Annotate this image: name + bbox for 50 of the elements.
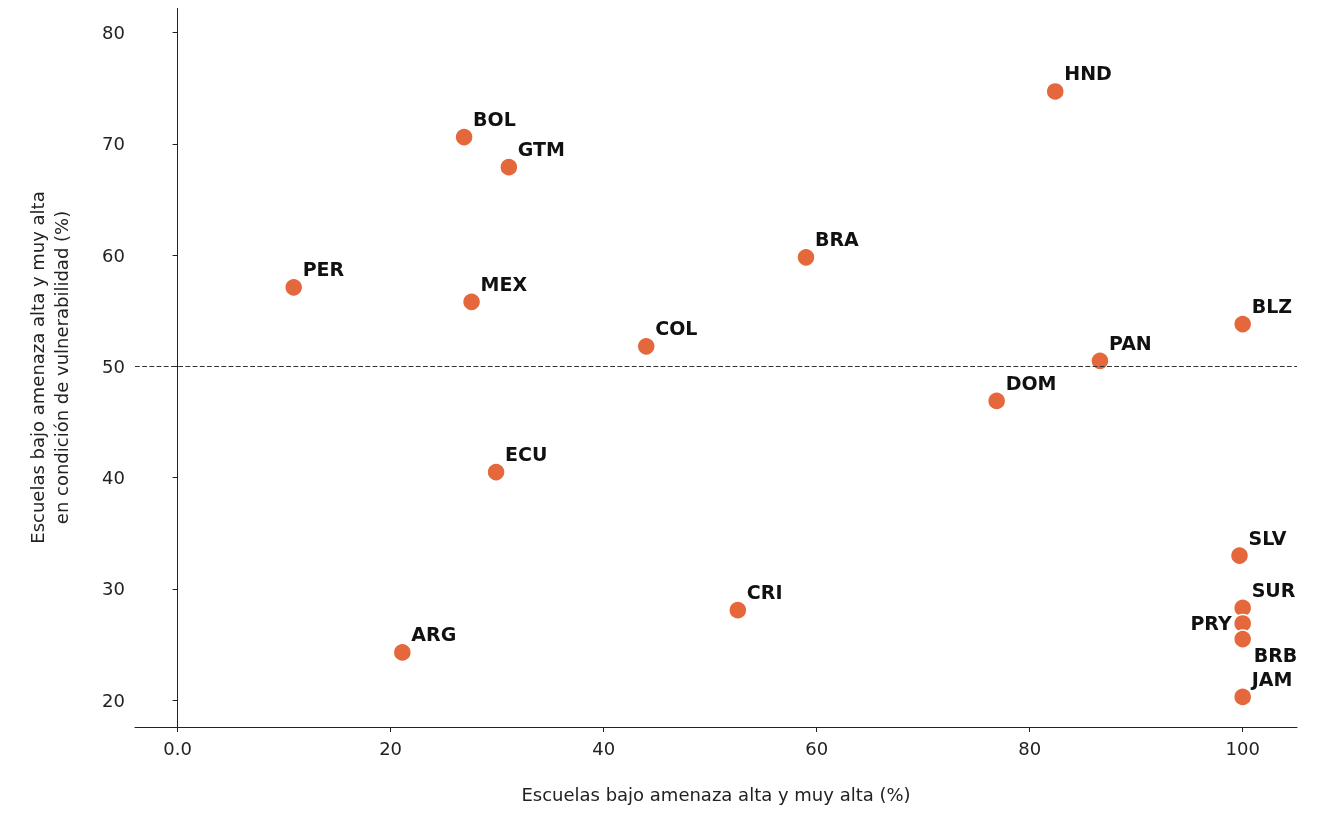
x-tick-label: 80 bbox=[1018, 737, 1042, 759]
x-axis-title: Escuelas bajo amenaza alta y muy alta (%) bbox=[521, 783, 911, 805]
annotation: BOL bbox=[473, 108, 516, 131]
annotation: HND bbox=[1064, 62, 1112, 85]
point bbox=[1090, 351, 1110, 371]
annotation: BRB bbox=[1253, 644, 1298, 667]
annotation: PRY bbox=[1190, 612, 1232, 635]
annotation: GTM bbox=[517, 138, 565, 161]
annotation: BLZ bbox=[1251, 295, 1293, 318]
point bbox=[796, 247, 816, 268]
annotation: DOM bbox=[1005, 371, 1057, 394]
point bbox=[461, 292, 482, 312]
point bbox=[392, 642, 413, 663]
y-tick-label: 20 bbox=[102, 689, 125, 711]
annotation: ARG bbox=[411, 623, 457, 646]
annotation: ECU bbox=[505, 443, 548, 466]
y-axis-title: Escuelas bajo amenaza alta y muy alta en condición de vulnerabilidad (%) bbox=[26, 191, 72, 544]
point bbox=[454, 127, 474, 147]
point bbox=[728, 600, 748, 620]
point bbox=[283, 277, 304, 298]
y-tick-label: 80 bbox=[102, 21, 125, 43]
annotation: JAM bbox=[1249, 667, 1293, 690]
point bbox=[1232, 598, 1253, 618]
point bbox=[499, 157, 519, 177]
point bbox=[1232, 613, 1253, 634]
annotation: CRI bbox=[746, 581, 783, 604]
point bbox=[986, 391, 1007, 411]
point bbox=[1232, 314, 1253, 334]
point bbox=[1045, 81, 1065, 102]
annotation: BRA bbox=[815, 228, 860, 251]
y-tick-label: 70 bbox=[102, 133, 125, 155]
point bbox=[1232, 629, 1253, 649]
x-tick-label: 60 bbox=[805, 737, 829, 759]
y-tick-label: 40 bbox=[102, 467, 125, 489]
y-tick-label: 30 bbox=[102, 578, 125, 600]
x-tick-label: 100 bbox=[1225, 737, 1260, 759]
y-tick-label: 50 bbox=[102, 355, 125, 377]
x-tick-label: 0.0 bbox=[163, 737, 192, 759]
x-tick-label: 40 bbox=[592, 737, 616, 759]
annotation: SLV bbox=[1248, 526, 1287, 549]
annotation: MEX bbox=[480, 272, 528, 295]
x-tick-label: 20 bbox=[379, 737, 403, 759]
point bbox=[486, 462, 506, 482]
annotation: SUR bbox=[1251, 578, 1296, 601]
point bbox=[636, 336, 656, 357]
point bbox=[1229, 545, 1250, 566]
annotation: COL bbox=[655, 317, 698, 340]
annotation: PAN bbox=[1108, 331, 1152, 354]
annotation: PER bbox=[302, 258, 345, 281]
y-tick-label: 60 bbox=[102, 244, 125, 266]
